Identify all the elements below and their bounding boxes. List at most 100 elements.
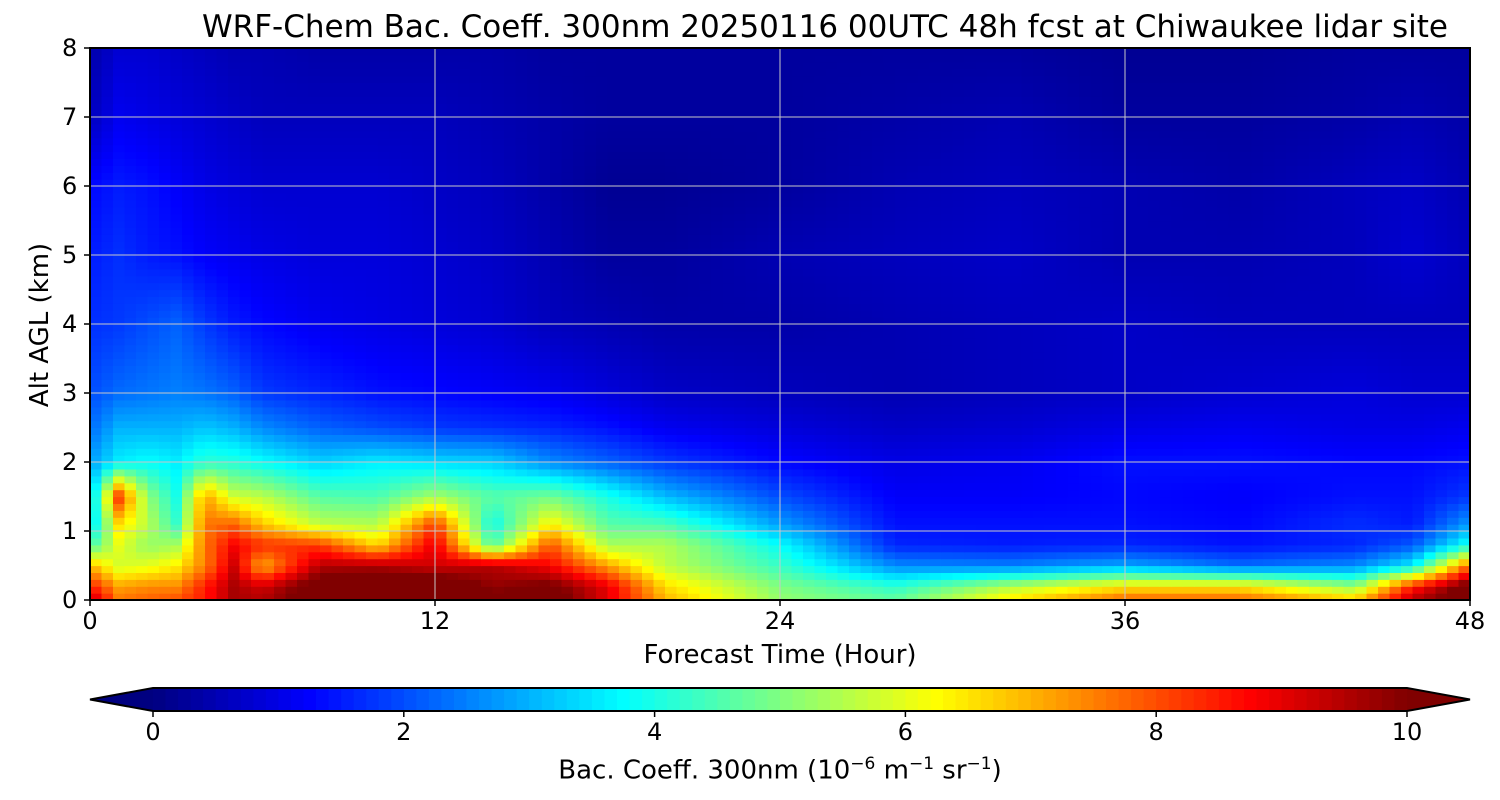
heatmap-cell — [90, 462, 103, 470]
heatmap-cell — [573, 324, 586, 332]
heatmap-cell — [872, 379, 885, 387]
heatmap-cell — [1113, 358, 1126, 366]
heatmap-cell — [1044, 406, 1057, 415]
heatmap-cell — [423, 565, 436, 573]
heatmap-cell — [262, 531, 275, 539]
heatmap-cell — [366, 393, 379, 401]
heatmap-cell — [469, 517, 482, 525]
heatmap-cell — [745, 462, 758, 470]
heatmap-cell — [515, 420, 528, 429]
heatmap-cell — [90, 531, 103, 539]
heatmap-cell — [837, 372, 850, 380]
heatmap-cell — [653, 579, 666, 587]
heatmap-cell — [607, 462, 620, 470]
heatmap-cell — [354, 330, 367, 339]
heatmap-cell — [1217, 496, 1230, 504]
heatmap-cell — [642, 434, 655, 442]
heatmap-cell — [872, 455, 885, 463]
heatmap-cell — [435, 462, 448, 470]
heatmap-cell — [1286, 551, 1299, 560]
heatmap-cell — [435, 510, 448, 518]
heatmap-cell — [791, 399, 804, 408]
heatmap-cell — [285, 496, 298, 504]
heatmap-cell — [780, 510, 793, 518]
heatmap-cell — [423, 365, 436, 373]
heatmap-cell — [124, 413, 137, 422]
heatmap-cell — [136, 330, 149, 339]
heatmap-cell — [918, 434, 931, 442]
heatmap-cell — [343, 531, 356, 539]
heatmap-cell — [239, 593, 252, 601]
heatmap-cell — [1412, 386, 1425, 394]
heatmap-cell — [837, 586, 850, 594]
heatmap-cell — [1251, 489, 1264, 498]
heatmap-cell — [573, 358, 586, 366]
heatmap-cell — [872, 317, 885, 325]
heatmap-cell — [699, 510, 712, 518]
heatmap-cell — [389, 579, 402, 587]
heatmap-cell — [1159, 572, 1172, 580]
heatmap-cell — [1102, 330, 1115, 339]
heatmap-cell — [1113, 496, 1126, 504]
heatmap-cell — [527, 503, 540, 511]
heatmap-cell — [1102, 386, 1115, 394]
heatmap-cell — [504, 517, 517, 525]
heatmap-cell — [584, 337, 597, 346]
heatmap-cell — [136, 551, 149, 560]
heatmap-cell — [630, 468, 643, 477]
heatmap-cell — [159, 593, 172, 601]
heatmap-cell — [297, 372, 310, 380]
heatmap-cell — [987, 441, 1000, 449]
heatmap-cell — [1033, 503, 1046, 511]
heatmap-cell — [1286, 399, 1299, 408]
heatmap-cell — [768, 358, 781, 366]
heatmap-cell — [665, 386, 678, 394]
heatmap-cell — [780, 379, 793, 387]
heatmap-cell — [757, 379, 770, 387]
heatmap-cell — [883, 413, 896, 422]
heatmap-cell — [883, 358, 896, 366]
heatmap-cell — [1320, 537, 1333, 546]
heatmap-cell — [1263, 420, 1276, 429]
heatmap-cell — [596, 489, 609, 498]
heatmap-cell — [205, 468, 218, 477]
heatmap-cell — [1240, 531, 1253, 539]
heatmap-cell — [1274, 572, 1287, 580]
heatmap-cell — [964, 524, 977, 532]
heatmap-cell — [492, 503, 505, 511]
heatmap-cell — [1412, 496, 1425, 504]
heatmap-cell — [1125, 517, 1138, 525]
heatmap-cell — [1079, 379, 1092, 387]
heatmap-cell — [1205, 468, 1218, 477]
heatmap-cell — [147, 537, 160, 546]
heatmap-cell — [182, 468, 195, 477]
heatmap-cell — [320, 482, 333, 491]
heatmap-cell — [561, 317, 574, 325]
heatmap-cell — [182, 427, 195, 435]
heatmap-cell — [1159, 551, 1172, 560]
heatmap-cell — [1033, 330, 1046, 339]
heatmap-cell — [1067, 551, 1080, 560]
heatmap-cell — [883, 462, 896, 470]
heatmap-cell — [607, 593, 620, 601]
heatmap-cell — [711, 317, 724, 325]
heatmap-cell — [1044, 330, 1057, 339]
heatmap-cell — [1205, 544, 1218, 553]
heatmap-cell — [538, 468, 551, 477]
heatmap-cell — [642, 544, 655, 553]
heatmap-cell — [297, 531, 310, 539]
heatmap-cell — [1171, 537, 1184, 546]
heatmap-cell — [170, 372, 183, 380]
heatmap-cell — [941, 531, 954, 539]
heatmap-cell — [481, 572, 494, 580]
heatmap-cell — [1217, 351, 1230, 360]
heatmap-cell — [1240, 517, 1253, 525]
heatmap-cell — [665, 537, 678, 546]
heatmap-cell — [1458, 372, 1471, 380]
heatmap-cell — [780, 468, 793, 477]
heatmap-cell — [1102, 579, 1115, 587]
heatmap-cell — [1458, 344, 1471, 353]
heatmap-cell — [113, 379, 126, 387]
heatmap-cell — [1033, 406, 1046, 415]
heatmap-cell — [1286, 386, 1299, 394]
